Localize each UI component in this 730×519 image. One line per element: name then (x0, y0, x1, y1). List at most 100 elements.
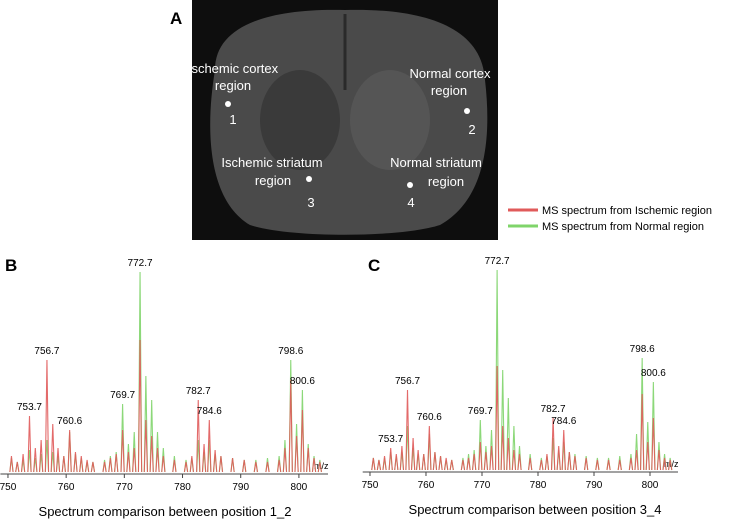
peak (489, 445, 494, 471)
x-tick-label: 770 (116, 482, 133, 493)
peak (483, 451, 489, 471)
caption: Spectrum comparison between position 1_2 (39, 504, 292, 519)
peak (218, 455, 224, 473)
peak (371, 457, 376, 471)
peak (242, 459, 247, 473)
peak (27, 415, 32, 473)
peak (506, 437, 511, 471)
peak (108, 457, 113, 473)
position-dot (464, 108, 470, 114)
x-axis-label: m/z (314, 461, 329, 471)
peak-label: 772.7 (485, 256, 510, 267)
peak (189, 455, 194, 473)
x-tick-label: 750 (362, 480, 379, 491)
peak (201, 443, 207, 473)
peak (427, 425, 432, 471)
peak (132, 447, 137, 473)
peak (172, 459, 177, 473)
peak (394, 453, 399, 471)
peak (500, 369, 505, 471)
position-dot (407, 182, 413, 188)
striatum-left (260, 70, 340, 170)
panel-label: B (5, 256, 17, 275)
region-label: region (215, 78, 251, 93)
position-number: 2 (468, 122, 475, 137)
x-tick-label: 770 (474, 480, 491, 491)
peak (15, 461, 20, 473)
peak (651, 417, 656, 471)
peak-label: 760.6 (57, 416, 82, 427)
legend-label: MS spectrum from Ischemic region (542, 205, 712, 217)
peak (288, 379, 293, 473)
peak (102, 461, 107, 473)
x-tick-label: 760 (418, 480, 435, 491)
peak (114, 453, 119, 473)
peak (90, 461, 96, 473)
peak (73, 451, 78, 473)
peak (282, 447, 288, 473)
peak (432, 451, 438, 471)
peak (550, 417, 556, 471)
peak (662, 457, 667, 471)
peak (506, 397, 511, 471)
peak-label: 784.6 (551, 416, 576, 427)
panel-label: C (368, 256, 380, 275)
peak (33, 447, 38, 473)
peak (67, 429, 72, 473)
peak (253, 461, 258, 473)
peak-label: 798.6 (630, 344, 655, 355)
x-tick-label: 780 (174, 482, 191, 493)
x-tick-label: 790 (232, 482, 249, 493)
peak-label: 753.7 (17, 402, 42, 413)
position-number: 3 (307, 195, 314, 210)
peak (376, 459, 382, 471)
x-tick-label: 800 (291, 482, 308, 493)
peak-label: 756.7 (395, 376, 420, 387)
peak (306, 447, 311, 473)
peak (207, 419, 212, 473)
peak-label: 800.6 (641, 368, 666, 379)
peak (572, 455, 578, 471)
peak (300, 409, 305, 473)
peak (539, 459, 544, 471)
peak (230, 457, 235, 473)
peak-label: 772.7 (128, 258, 153, 269)
position-dot (225, 101, 231, 107)
peak (668, 459, 673, 471)
peak (276, 459, 282, 473)
peak (38, 439, 44, 473)
peak (544, 453, 550, 471)
peak (161, 455, 166, 473)
region-label: Normal striatum (390, 155, 482, 170)
peak (388, 447, 393, 471)
peak (449, 459, 454, 471)
striatum-right (350, 70, 430, 170)
peak (196, 399, 201, 473)
brain-slice (210, 9, 488, 235)
peak-label: 782.7 (186, 386, 211, 397)
peak (126, 451, 131, 473)
peak (656, 449, 662, 471)
peak (382, 455, 387, 471)
peak-label: 760.6 (417, 412, 442, 423)
peak (460, 459, 466, 471)
peak-label: 769.7 (110, 390, 135, 401)
position-dot (306, 176, 312, 182)
peak-label: 798.6 (278, 346, 303, 357)
peak (155, 447, 160, 473)
peak (20, 453, 26, 473)
peak (438, 455, 443, 471)
region-label: Ischemic cortex (188, 61, 279, 76)
peak-label: 782.7 (541, 404, 566, 415)
peak (399, 445, 405, 471)
peak (9, 455, 14, 473)
x-tick-label: 790 (586, 480, 603, 491)
peak (617, 459, 622, 471)
peak (466, 457, 471, 471)
peak (421, 453, 426, 471)
peak (511, 425, 517, 471)
peak (443, 457, 449, 471)
peak (517, 453, 522, 471)
peak (50, 423, 55, 473)
